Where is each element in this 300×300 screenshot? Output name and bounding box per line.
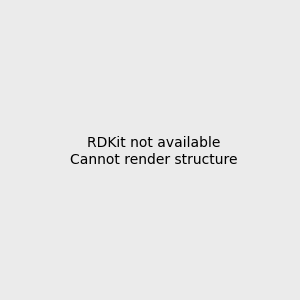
Text: RDKit not available
Cannot render structure: RDKit not available Cannot render struct… — [70, 136, 238, 166]
